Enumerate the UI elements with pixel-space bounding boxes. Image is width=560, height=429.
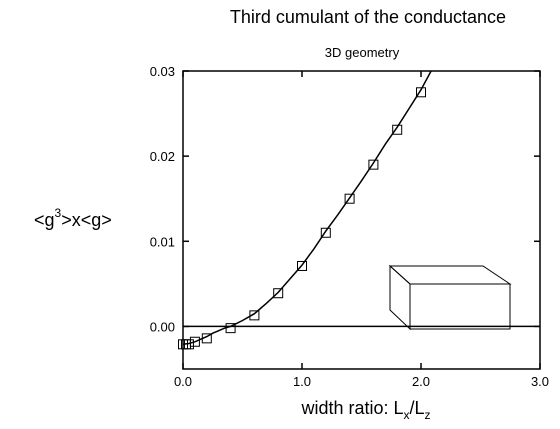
data-point [189,336,200,347]
data-point [201,333,212,344]
x-tick-label: 0.0 [174,374,192,389]
data-point [183,339,194,350]
y-axis-label: <g3>x<g> [34,206,112,230]
x-tick-label: 2.0 [412,374,430,389]
x-axis-label: width ratio: Lx/Lz [300,398,430,422]
x-tick-label: 3.0 [531,374,549,389]
data-point [416,87,426,98]
y-tick-label: 0.01 [150,234,175,249]
plot-frame [182,70,541,370]
data-point [273,288,284,299]
data-point [320,227,331,238]
slab-geometry-inset [388,264,512,331]
chart-title: Third cumulant of the conductance [230,7,506,27]
data-point [249,310,260,321]
y-tick-label: 0.03 [150,64,175,79]
x-axis-ticks: 0.0 1.0 2.0 3.0 [174,71,549,389]
data-point [368,159,379,170]
x-tick-label: 1.0 [293,374,311,389]
data-point [297,260,307,271]
plot-area: 0.0 1.0 2.0 3.0 0.00 0.01 0.02 0.03 [150,64,549,389]
fit-curve [182,70,432,346]
y-tick-label: 0.00 [150,319,175,334]
chart-subtitle: 3D geometry [325,45,400,60]
data-point [225,323,236,334]
y-axis-ticks: 0.00 0.01 0.02 0.03 [150,64,540,334]
data-point [344,193,355,204]
y-tick-label: 0.02 [150,149,175,164]
data-markers [178,87,426,350]
data-point [392,124,403,135]
